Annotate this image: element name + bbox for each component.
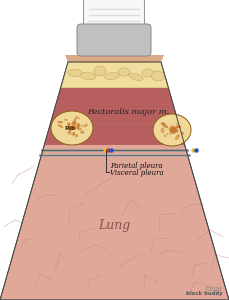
Ellipse shape: [67, 131, 72, 135]
Ellipse shape: [72, 120, 76, 124]
Ellipse shape: [80, 130, 84, 134]
Text: block buddy: block buddy: [185, 291, 222, 296]
Ellipse shape: [74, 118, 76, 122]
Ellipse shape: [175, 128, 179, 133]
Ellipse shape: [72, 133, 75, 136]
Ellipse shape: [176, 125, 181, 128]
Ellipse shape: [81, 125, 83, 127]
Ellipse shape: [171, 127, 174, 131]
Ellipse shape: [174, 127, 176, 130]
Ellipse shape: [68, 69, 82, 77]
Ellipse shape: [171, 127, 173, 132]
Ellipse shape: [71, 122, 74, 127]
Text: Parietal pleura: Parietal pleura: [110, 162, 163, 170]
FancyBboxPatch shape: [77, 24, 151, 56]
Ellipse shape: [118, 68, 130, 76]
Ellipse shape: [163, 125, 169, 128]
Ellipse shape: [162, 123, 166, 126]
Ellipse shape: [70, 126, 74, 130]
Ellipse shape: [170, 129, 174, 132]
Text: Rib: Rib: [64, 125, 76, 130]
Text: Visceral pleura: Visceral pleura: [110, 169, 164, 177]
FancyBboxPatch shape: [84, 0, 144, 32]
Ellipse shape: [71, 126, 73, 129]
Ellipse shape: [161, 122, 165, 125]
Polygon shape: [44, 88, 185, 145]
Ellipse shape: [72, 125, 75, 129]
Ellipse shape: [94, 66, 106, 76]
Ellipse shape: [77, 126, 79, 130]
Ellipse shape: [73, 125, 76, 128]
Ellipse shape: [171, 129, 175, 133]
Ellipse shape: [152, 71, 164, 81]
Ellipse shape: [75, 134, 78, 138]
Ellipse shape: [173, 129, 177, 134]
Polygon shape: [0, 62, 229, 300]
Ellipse shape: [161, 128, 164, 134]
Text: ©2020: ©2020: [205, 287, 222, 292]
Ellipse shape: [170, 129, 174, 134]
Ellipse shape: [176, 123, 178, 125]
Ellipse shape: [169, 130, 172, 133]
Ellipse shape: [174, 128, 177, 132]
Ellipse shape: [80, 72, 96, 80]
Ellipse shape: [104, 73, 120, 80]
Ellipse shape: [181, 132, 184, 135]
Text: Lung: Lung: [98, 218, 130, 232]
Ellipse shape: [77, 117, 80, 119]
Ellipse shape: [83, 124, 88, 127]
Ellipse shape: [125, 50, 131, 55]
Ellipse shape: [75, 116, 78, 119]
Ellipse shape: [70, 126, 73, 129]
Ellipse shape: [142, 69, 154, 77]
Ellipse shape: [169, 128, 174, 131]
Polygon shape: [61, 62, 168, 88]
Ellipse shape: [174, 126, 178, 130]
Polygon shape: [65, 55, 164, 62]
Ellipse shape: [76, 123, 80, 128]
Ellipse shape: [177, 134, 180, 137]
Ellipse shape: [170, 130, 173, 135]
Ellipse shape: [67, 122, 71, 126]
Ellipse shape: [171, 130, 174, 133]
Ellipse shape: [51, 111, 93, 145]
Ellipse shape: [97, 50, 103, 55]
Ellipse shape: [69, 130, 71, 133]
Ellipse shape: [72, 122, 76, 125]
Ellipse shape: [73, 132, 76, 135]
Ellipse shape: [64, 119, 68, 121]
Ellipse shape: [171, 128, 174, 130]
Text: Pectoralis major m.: Pectoralis major m.: [87, 108, 169, 116]
Ellipse shape: [58, 124, 63, 128]
Ellipse shape: [170, 128, 174, 131]
Ellipse shape: [164, 135, 166, 137]
Ellipse shape: [170, 125, 175, 129]
Ellipse shape: [70, 127, 73, 130]
Ellipse shape: [166, 133, 169, 135]
Ellipse shape: [171, 128, 175, 132]
Ellipse shape: [74, 128, 77, 129]
Ellipse shape: [70, 127, 74, 129]
Ellipse shape: [70, 127, 72, 130]
Ellipse shape: [77, 128, 82, 130]
Ellipse shape: [175, 135, 179, 140]
Ellipse shape: [129, 73, 143, 81]
Ellipse shape: [170, 129, 173, 132]
Ellipse shape: [153, 114, 191, 146]
Ellipse shape: [57, 121, 63, 123]
